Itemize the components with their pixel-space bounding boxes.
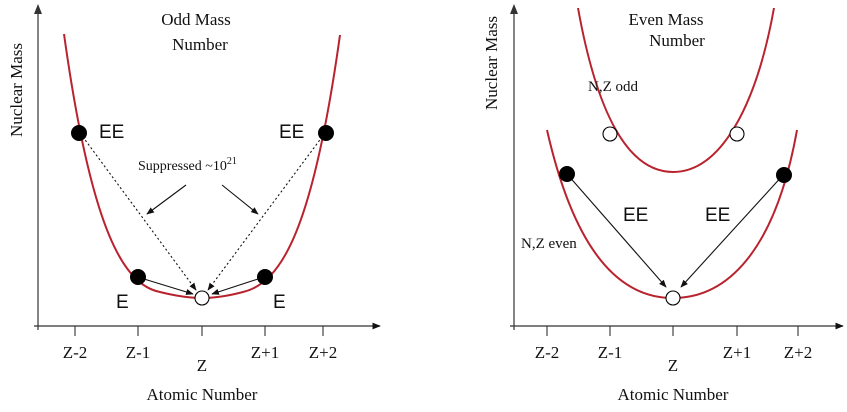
upper-curve-label: N,Z odd <box>588 79 638 95</box>
odd-ee-left-label: EE <box>99 122 124 143</box>
odd-dotted-arrow-left <box>79 132 197 291</box>
odd-dotted-arrow-right <box>207 132 326 291</box>
even-even-parabola <box>546 129 798 300</box>
odd-y-axis-arrow-icon <box>34 4 42 14</box>
odd-panel-title-line1: Odd Mass <box>161 10 230 29</box>
odd-tick-label: Z-1 <box>126 343 151 362</box>
odd-ee-right-dot <box>318 125 334 141</box>
odd-suppressed-arrow-left <box>146 184 187 215</box>
even-panel-title-line1: Even Mass <box>628 10 703 29</box>
odd-tick-label: Z-2 <box>63 343 88 362</box>
odd-suppressed-arrow-right <box>221 184 259 215</box>
even-ee-right-dot <box>776 167 792 183</box>
odd-ee-right-label: EE <box>279 122 304 143</box>
odd-e-left-label: E <box>116 292 129 313</box>
odd-tick-label: Z <box>197 356 207 375</box>
odd-e-left-dot <box>130 269 146 285</box>
even-odd-odd-left-dot <box>602 126 618 142</box>
lower-curve-label: N,Z even <box>521 236 577 252</box>
odd-solid-arrow-left <box>143 278 194 295</box>
odd-panel-title-line2: Number <box>172 35 228 54</box>
even-solid-arrow-left <box>566 173 667 288</box>
odd-x-axis-label: Atomic Number <box>147 385 258 404</box>
odd-e-right-dot <box>257 269 273 285</box>
odd-mass-panel: Z-2 Z-1 Z Z+1 Z+2 Atomic Number Nuclear … <box>7 4 381 404</box>
even-y-axis-arrow-icon <box>510 4 518 14</box>
even-stable-open-dot <box>665 290 681 306</box>
even-tick-label: Z <box>668 356 678 375</box>
even-tick-label: Z-1 <box>598 343 623 362</box>
even-ee-left-label: EE <box>623 205 648 226</box>
odd-suppressed-text: Suppressed ~10 <box>138 159 227 174</box>
odd-ee-left-dot <box>71 125 87 141</box>
odd-y-axis-label: Nuclear Mass <box>7 43 26 137</box>
odd-stable-open-dot <box>194 290 210 306</box>
even-x-axis-label: Atomic Number <box>618 385 729 404</box>
even-ee-right-label: EE <box>705 205 730 226</box>
odd-suppressed-label: Suppressed ~1021 <box>138 156 237 174</box>
even-tick-label: Z+1 <box>723 343 751 362</box>
even-tick-label: Z-2 <box>535 343 560 362</box>
even-odd-odd-right-dot <box>729 126 745 142</box>
odd-solid-arrow-right <box>211 278 259 295</box>
odd-odd-parabola <box>577 7 775 174</box>
odd-tick-label: Z+2 <box>309 343 337 362</box>
even-mass-panel: Z-2 Z-1 Z Z+1 Z+2 Atomic Number Nuclear … <box>482 4 844 404</box>
odd-suppressed-exponent: 21 <box>227 156 237 167</box>
even-solid-arrow-right <box>680 173 785 288</box>
even-panel-title-line2: Number <box>649 31 705 50</box>
even-tick-label: Z+2 <box>784 343 812 362</box>
even-ee-left-dot <box>559 166 575 182</box>
even-y-axis-label: Nuclear Mass <box>482 16 501 110</box>
odd-tick-label: Z+1 <box>251 343 279 362</box>
odd-e-right-label: E <box>273 292 286 313</box>
